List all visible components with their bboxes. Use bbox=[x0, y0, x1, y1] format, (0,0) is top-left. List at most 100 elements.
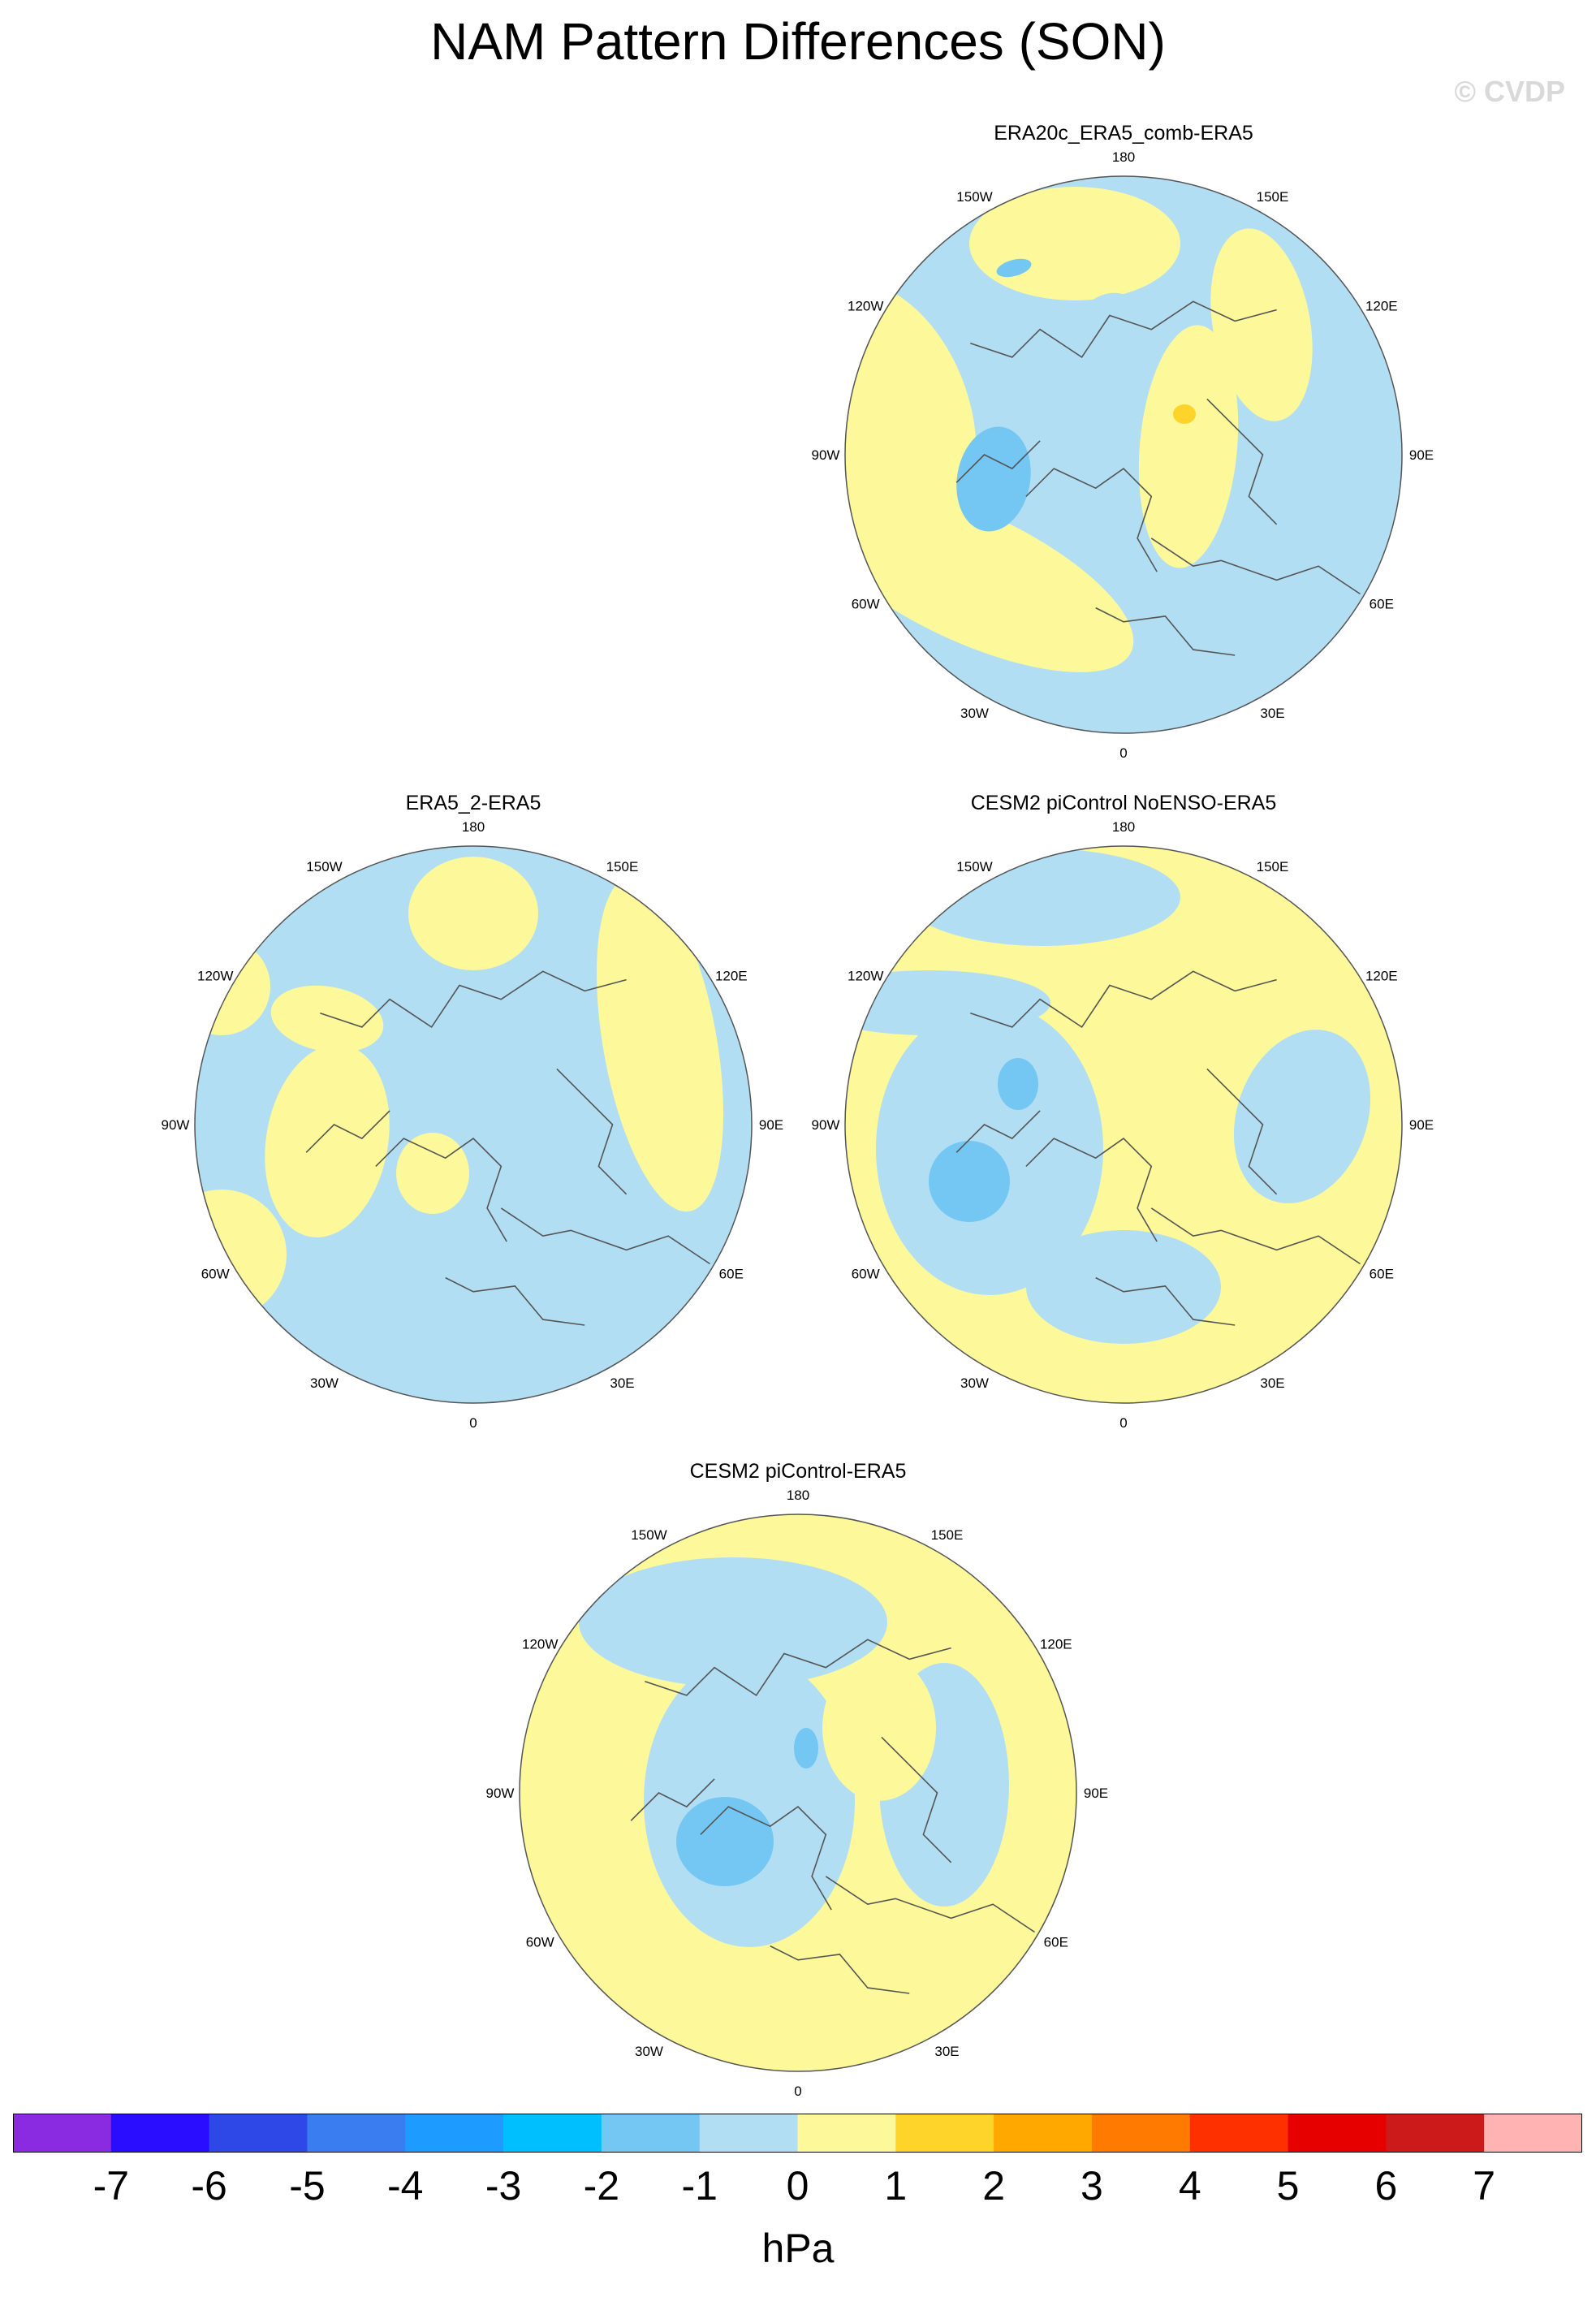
colorbar-tick-labels: -7 -6 -5 -4 -3 -2 -1 0 1 2 3 4 5 6 7 bbox=[0, 2162, 1596, 2211]
colorbar-swatch bbox=[209, 2114, 308, 2153]
longitude-label: 60W bbox=[201, 1267, 230, 1282]
longitude-label: 60E bbox=[719, 1267, 744, 1282]
longitude-label: 0 bbox=[469, 1415, 477, 1431]
figure-title: NAM Pattern Differences (SON) bbox=[0, 11, 1596, 71]
longitude-label: 90W bbox=[812, 447, 840, 463]
contour-region bbox=[794, 1728, 818, 1768]
longitude-label: 60E bbox=[1370, 597, 1394, 612]
polar-map-cesm2: 180150E120E90E60E30E030W60W90W120W150W bbox=[522, 1460, 1074, 2110]
colorbar-tick-label: -4 bbox=[373, 2162, 438, 2209]
polar-map-era20c: 180150E120E90E60E30E030W60W90W120W150W bbox=[848, 122, 1400, 771]
longitude-label: 30E bbox=[1260, 706, 1284, 721]
contour-fill-layer bbox=[675, 67, 1402, 733]
longitude-label: 150W bbox=[956, 189, 992, 205]
longitude-label: 120W bbox=[522, 1637, 558, 1652]
longitude-label: 180 bbox=[1112, 819, 1135, 835]
longitude-label: 90W bbox=[486, 1786, 515, 1801]
colorbar-tick-label: -7 bbox=[79, 2162, 144, 2209]
polar-map-era5-2: 180 150E 120E 90E 60E 30E 0 30W 60W 90W 120W 150W bbox=[197, 792, 749, 1441]
colorbar-swatch bbox=[798, 2114, 896, 2153]
map-panel-cesm2: CESM2 piControl-ERA5 180 150E 120E 90E 60E 30… bbox=[522, 1460, 1074, 2110]
longitude-label: 60E bbox=[1370, 1267, 1394, 1282]
longitude-label: 30W bbox=[310, 1375, 339, 1391]
colorbar-tick-label: 1 bbox=[863, 2162, 928, 2209]
colorbar-swatch bbox=[1092, 2114, 1190, 2153]
contour-region bbox=[408, 857, 538, 970]
longitude-label: 180 bbox=[787, 1488, 809, 1503]
longitude-label: 120W bbox=[848, 299, 883, 314]
contour-fill-layer bbox=[157, 846, 766, 1403]
colorbar-swatch bbox=[1484, 2114, 1582, 2153]
longitude-label: 120W bbox=[197, 969, 233, 984]
colorbar-tick-label: 4 bbox=[1158, 2162, 1223, 2209]
longitude-label: 0 bbox=[1119, 1415, 1127, 1431]
colorbar-swatch bbox=[405, 2114, 503, 2153]
contour-region bbox=[904, 849, 1180, 946]
contour-region bbox=[1173, 404, 1196, 424]
longitude-label: 90E bbox=[1409, 447, 1434, 463]
watermark: © CVDP bbox=[1454, 75, 1565, 109]
contour-region bbox=[998, 1058, 1038, 1110]
colorbar-tick-label: 6 bbox=[1353, 2162, 1418, 2209]
contour-region bbox=[157, 1190, 287, 1319]
longitude-label: 90E bbox=[1084, 1786, 1108, 1801]
colorbar-swatch bbox=[1190, 2114, 1288, 2153]
longitude-label: 30W bbox=[635, 2044, 663, 2059]
longitude-label: 120W bbox=[848, 969, 883, 984]
contour-region bbox=[929, 1141, 1010, 1222]
contour-fill-layer bbox=[807, 832, 1416, 1417]
contour-fill-layer bbox=[506, 1501, 1090, 2085]
longitude-label: 150E bbox=[931, 1527, 964, 1543]
contour-region bbox=[173, 938, 270, 1035]
colorbar-tick-label: -6 bbox=[177, 2162, 242, 2209]
longitude-label: 120E bbox=[1040, 1637, 1072, 1652]
colorbar-swatch bbox=[1386, 2114, 1484, 2153]
colorbar-swatch bbox=[994, 2114, 1092, 2153]
colorbar-tick-label: 2 bbox=[961, 2162, 1026, 2209]
contour-region bbox=[822, 1655, 936, 1801]
longitude-label: 30W bbox=[960, 1375, 989, 1391]
colorbar-tick-label: -2 bbox=[569, 2162, 634, 2209]
colorbar-tick-label: 7 bbox=[1451, 2162, 1516, 2209]
longitude-label: 60W bbox=[526, 1935, 554, 1950]
longitude-label: 150W bbox=[631, 1527, 666, 1543]
colorbar-swatch bbox=[111, 2114, 209, 2153]
colorbar-units: hPa bbox=[0, 2225, 1596, 2272]
longitude-label: 120E bbox=[1365, 969, 1398, 984]
longitude-label: 30E bbox=[934, 2044, 959, 2059]
colorbar-swatch bbox=[602, 2114, 700, 2153]
colorbar-swatch bbox=[307, 2114, 405, 2153]
contour-region bbox=[396, 1133, 469, 1214]
longitude-label: 120E bbox=[1365, 299, 1398, 314]
longitude-label: 120E bbox=[715, 969, 748, 984]
longitude-label: 30E bbox=[1260, 1375, 1284, 1391]
colorbar-tick-label: 3 bbox=[1059, 2162, 1124, 2209]
contour-region bbox=[1026, 1230, 1221, 1344]
longitude-label: 150E bbox=[606, 859, 639, 874]
colorbar-swatch bbox=[1288, 2114, 1387, 2153]
longitude-label: 180 bbox=[462, 819, 485, 835]
colorbar-tick-label: 0 bbox=[766, 2162, 830, 2209]
map-panel-era5-2: ERA5_2-ERA5 180 150E 120E 90E 60E 30E 0 30W 60W 9… bbox=[197, 792, 749, 1441]
colorbar-tick-label: -3 bbox=[471, 2162, 536, 2209]
longitude-label: 150W bbox=[306, 859, 342, 874]
colorbar-tick-label: 5 bbox=[1256, 2162, 1321, 2209]
map-panel-cesm2-noenso: CESM2 piControl NoENSO-ERA5 180 150E 120E 9… bbox=[848, 792, 1400, 1441]
longitude-label: 0 bbox=[794, 2084, 801, 2099]
contour-region bbox=[969, 187, 1180, 300]
longitude-label: 90W bbox=[812, 1117, 840, 1133]
colorbar-swatch bbox=[895, 2114, 994, 2153]
colorbar-swatch bbox=[13, 2114, 111, 2153]
longitude-label: 90E bbox=[759, 1117, 783, 1133]
longitude-label: 90W bbox=[162, 1117, 190, 1133]
longitude-label: 60W bbox=[852, 597, 880, 612]
longitude-label: 150W bbox=[956, 859, 992, 874]
colorbar-swatch bbox=[503, 2114, 602, 2153]
colorbar-tick-label: -1 bbox=[667, 2162, 732, 2209]
colorbar bbox=[13, 2114, 1582, 2153]
map-panel-era20c: ERA20c_ERA5_comb-ERA5 180 150E 120E 90E 60E 3… bbox=[848, 122, 1400, 771]
polar-map-cesm2-noenso: 180150E120E90E60E30E030W60W90W120W150W bbox=[848, 792, 1400, 1441]
longitude-label: 60W bbox=[852, 1267, 880, 1282]
colorbar-swatch bbox=[700, 2114, 798, 2153]
longitude-label: 0 bbox=[1119, 745, 1127, 761]
